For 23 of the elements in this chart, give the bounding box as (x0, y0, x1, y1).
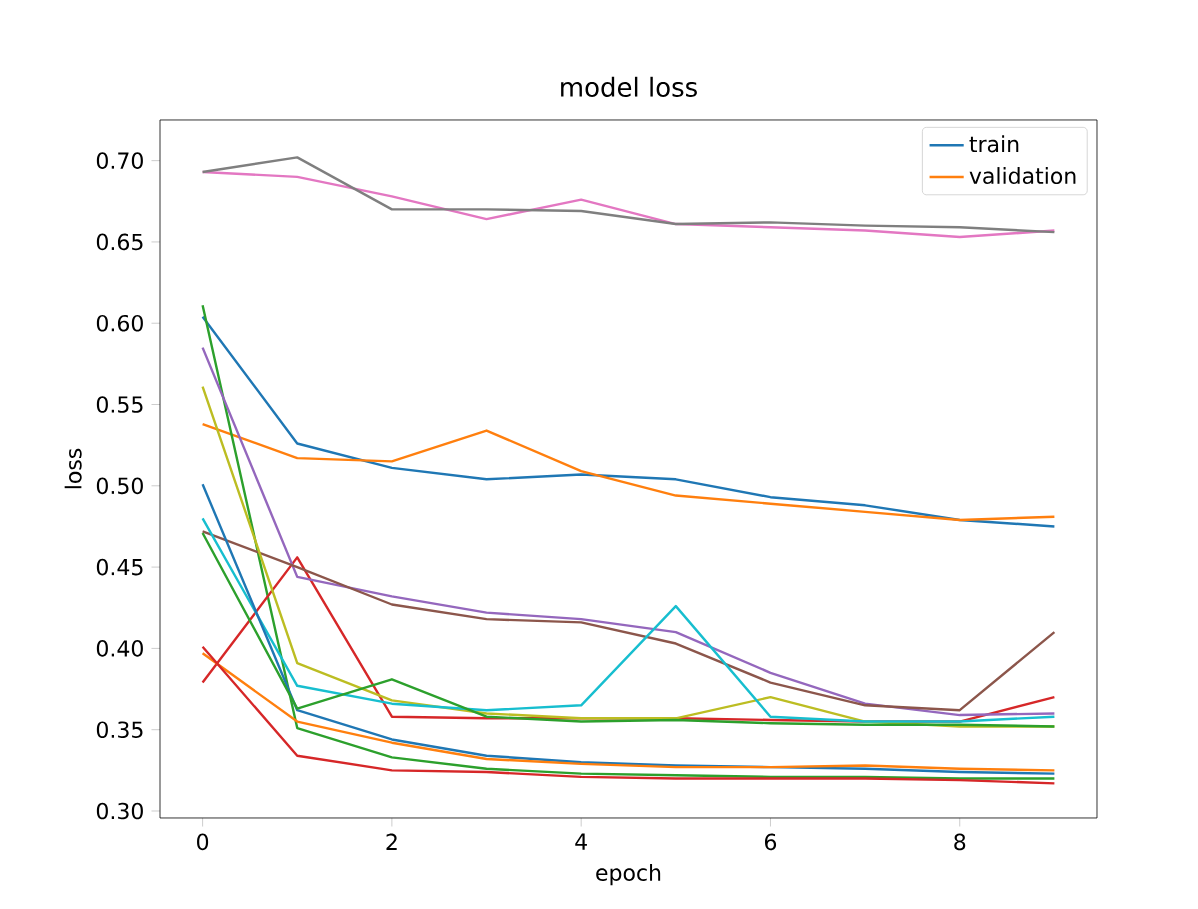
x-tick-label: 0 (197, 833, 209, 851)
y-tick-label: 0.55 (96, 396, 143, 413)
y-axis-title: loss (64, 448, 82, 489)
y-tick-label: 0.35 (96, 721, 143, 739)
x-axis-title: epoch (596, 863, 661, 886)
x-tick-label: 4 (575, 833, 587, 850)
line-series (201, 422, 1056, 522)
x-tick-label: 6 (765, 833, 777, 851)
legend-label: validation (969, 167, 1076, 185)
legend-label: train (969, 135, 1019, 153)
line-series (201, 482, 1056, 775)
y-tick-label: 0.60 (96, 314, 143, 332)
line-series (201, 304, 1056, 780)
y-tick-label: 0.50 (96, 477, 143, 495)
x-tick-label: 8 (954, 833, 966, 851)
y-tick-label: 0.65 (96, 233, 143, 251)
y-tick-label: 0.40 (96, 640, 143, 657)
line-series (201, 315, 1056, 528)
y-tick-label: 0.45 (96, 558, 143, 576)
y-tick-label: 0.30 (96, 802, 143, 820)
y-tick-label: 0.70 (96, 152, 143, 169)
x-tick-label: 2 (386, 833, 397, 850)
chart-title: model loss (561, 76, 697, 97)
